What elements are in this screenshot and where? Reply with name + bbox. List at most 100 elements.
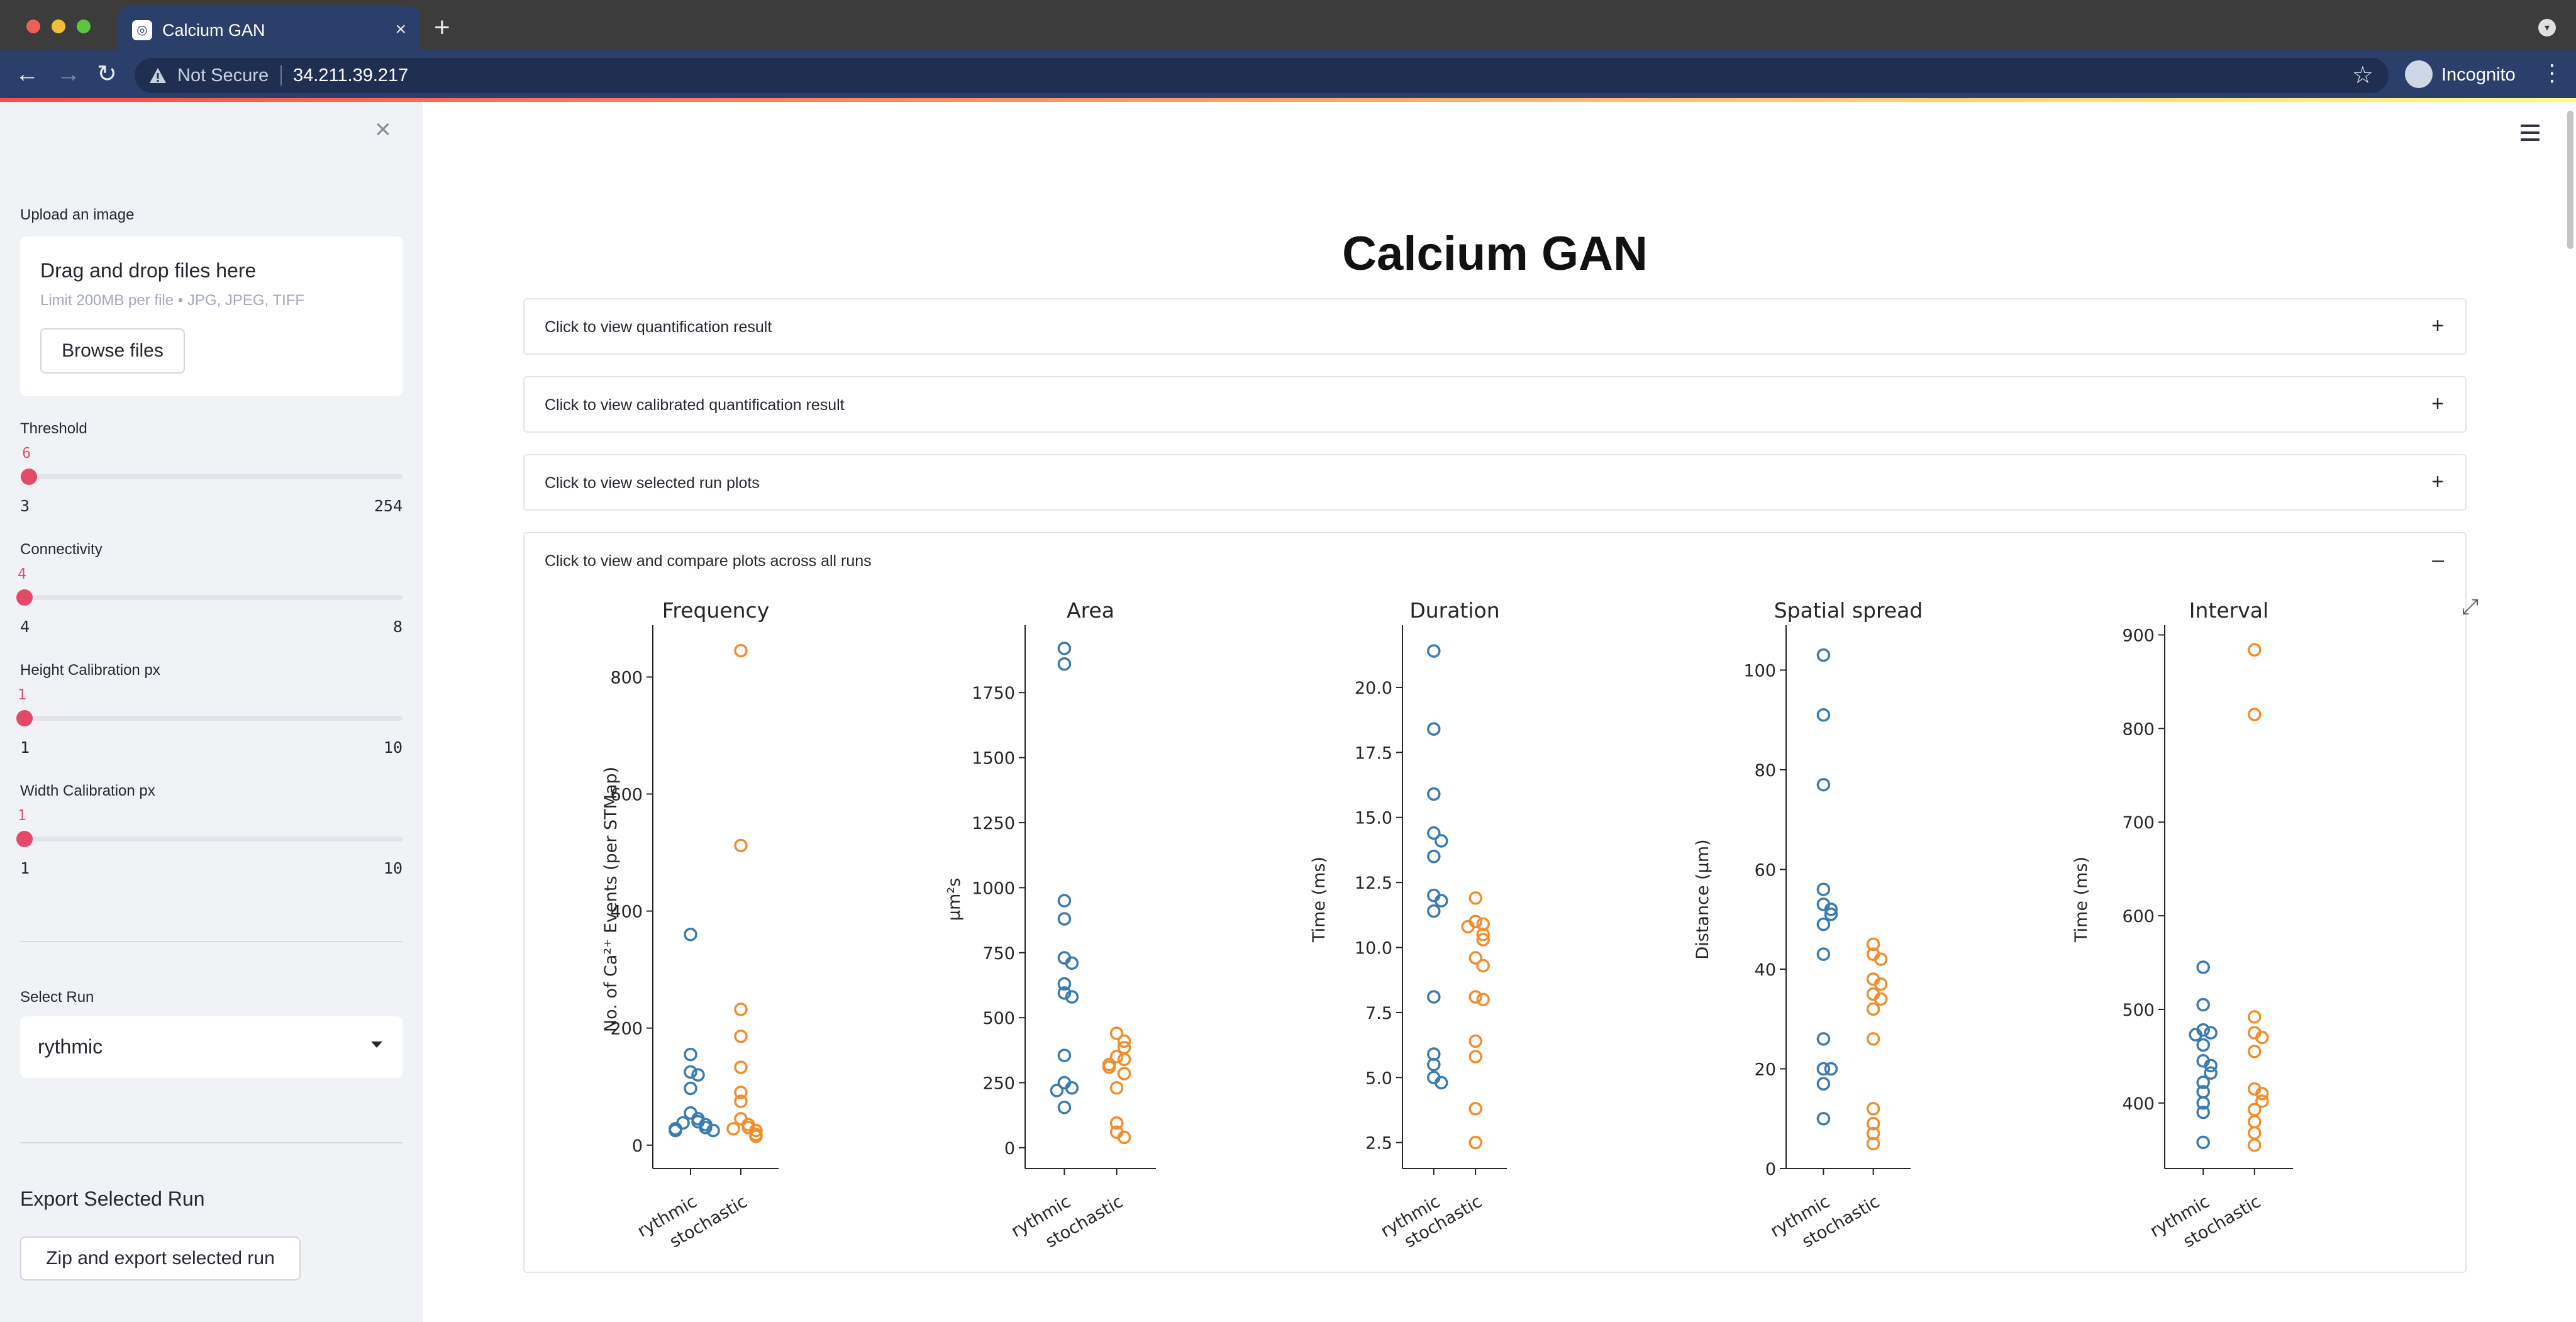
slider-thumb[interactable] [16, 589, 33, 606]
browser-tab-strip: ◎ Calcium GAN × + ▾ [0, 0, 2576, 50]
y-tick-label: 80 [1755, 761, 1776, 780]
data-point [1468, 891, 1482, 905]
zip-export-button[interactable]: Zip and export selected run [20, 1236, 301, 1280]
slider-thumb[interactable] [21, 469, 38, 485]
expander-quantification[interactable]: Click to view quantification result + [523, 298, 2467, 355]
data-point [1816, 648, 1831, 662]
menu-icon[interactable]: ⋮ [2541, 60, 2563, 86]
expander-calibrated[interactable]: Click to view calibrated quantification … [523, 376, 2467, 433]
slider-min: 1 [20, 738, 30, 757]
data-point [1427, 990, 1441, 1004]
data-point [1866, 1032, 1880, 1046]
decoration-bar [0, 98, 2576, 102]
export-title: Export Selected Run [20, 1187, 205, 1210]
new-tab-button[interactable]: + [434, 12, 450, 43]
data-point [2255, 1030, 2269, 1045]
data-point [1866, 937, 1880, 952]
slider-track[interactable] [20, 474, 402, 479]
data-point [1109, 1081, 1124, 1095]
tab-search-icon[interactable]: ▾ [2538, 19, 2556, 36]
chart-title: Duration [1409, 598, 1499, 623]
y-tick-label: 60 [1755, 860, 1776, 880]
data-point [684, 1047, 697, 1062]
y-axis-label: μm²s [945, 878, 964, 921]
width-calibration-slider: Width Calibration px 1 1 10 [16, 782, 402, 889]
data-point [734, 1094, 748, 1108]
data-point [1824, 1062, 1838, 1076]
incognito-icon[interactable] [2405, 60, 2433, 88]
data-point [2248, 1114, 2262, 1129]
y-tick-label: 200 [610, 1019, 643, 1039]
slider-max: 254 [374, 497, 402, 515]
expander-label: Click to view and compare plots across a… [545, 552, 872, 570]
data-point [1824, 908, 1838, 921]
data-point [1102, 1060, 1116, 1074]
y-tick-label: 1500 [972, 749, 1015, 769]
data-point [1866, 1102, 1880, 1116]
chart-title: Frequency [662, 598, 769, 623]
slider-track[interactable] [20, 595, 402, 600]
data-point [734, 838, 748, 853]
expander-compare-runs[interactable]: Click to view and compare plots across a… [523, 532, 2467, 1273]
slider-min: 4 [20, 618, 30, 636]
file-dropzone[interactable]: Drag and drop files here Limit 200MB per… [20, 236, 402, 396]
y-tick-label: 800 [610, 668, 643, 687]
window-minimize-button[interactable] [52, 19, 65, 33]
browse-files-button[interactable]: Browse files [40, 328, 185, 374]
data-point [734, 1003, 748, 1016]
data-point [1065, 990, 1079, 1004]
browser-tab[interactable]: ◎ Calcium GAN × [118, 6, 420, 50]
y-tick-label: 250 [982, 1074, 1015, 1094]
data-point [684, 1065, 697, 1079]
window-maximize-button[interactable] [77, 19, 91, 33]
slider-min: 3 [20, 497, 30, 515]
expander-selected-run[interactable]: Click to view selected run plots + [523, 454, 2467, 511]
slider-thumb[interactable] [16, 710, 33, 726]
address-bar[interactable]: Not Secure 34.211.39.217 ☆ [135, 58, 2389, 93]
slider-value: 1 [18, 808, 26, 824]
forward-icon[interactable]: → [57, 61, 80, 87]
tab-favicon-icon: ◎ [132, 20, 152, 40]
slider-thumb[interactable] [16, 831, 33, 847]
slider-track[interactable] [20, 836, 402, 842]
data-point [684, 928, 697, 942]
slider-value: 4 [18, 566, 26, 582]
data-point [749, 1123, 763, 1138]
data-point [1057, 642, 1072, 655]
data-point [2248, 1010, 2262, 1024]
sidebar-close-icon[interactable]: × [375, 114, 391, 145]
reload-icon[interactable]: ↻ [97, 61, 117, 87]
expander-label: Click to view selected run plots [545, 474, 760, 492]
data-point [2248, 1138, 2262, 1152]
slider-max: 10 [383, 738, 402, 757]
scrollbar[interactable] [2567, 111, 2573, 249]
fullscreen-icon[interactable]: ⤢ [2462, 595, 2479, 619]
data-point [1866, 1002, 1880, 1016]
data-point [1427, 1057, 1441, 1072]
data-point [1117, 1034, 1131, 1048]
data-point [1816, 1077, 1831, 1091]
tab-close-icon[interactable]: × [395, 19, 406, 40]
url-text[interactable]: 34.211.39.217 [293, 65, 409, 86]
data-point [1816, 708, 1831, 722]
data-point [1117, 1130, 1131, 1145]
data-point [1057, 977, 1072, 991]
back-icon[interactable]: ← [15, 61, 39, 87]
window-close-button[interactable] [26, 19, 40, 33]
data-point [1468, 1135, 1482, 1150]
data-point [2196, 1038, 2210, 1052]
y-axis-label: Time (ms) [2072, 857, 2091, 943]
y-tick-label: 100 [1743, 661, 1776, 680]
hamburger-menu-icon[interactable] [2521, 125, 2540, 145]
y-tick-label: 500 [982, 1009, 1015, 1028]
expander-label: Click to view calibrated quantification … [545, 396, 845, 414]
y-tick-label: 2.5 [1365, 1134, 1392, 1153]
data-point [1427, 644, 1441, 658]
star-icon[interactable]: ☆ [2351, 62, 2373, 89]
data-point [1816, 1111, 1831, 1126]
expander-label: Click to view quantification result [545, 318, 772, 336]
data-point [1057, 657, 1072, 671]
y-tick-label: 1250 [972, 814, 1015, 833]
select-run-dropdown[interactable]: rythmic [20, 1016, 402, 1078]
slider-track[interactable] [20, 716, 402, 721]
